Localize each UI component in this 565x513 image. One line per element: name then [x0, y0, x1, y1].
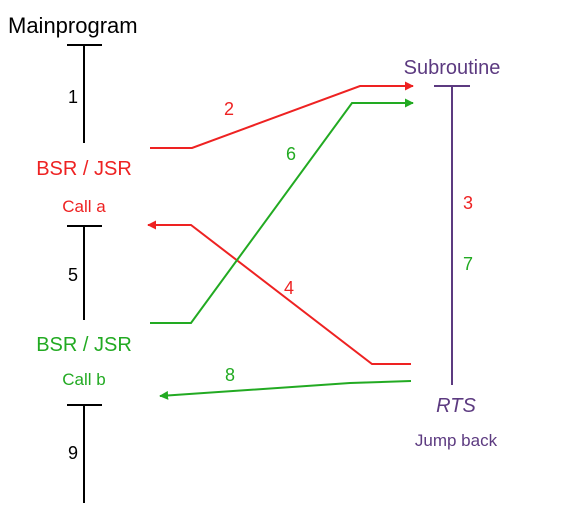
subroutine-step-3: 3: [463, 193, 473, 213]
call-a-arrow: [150, 81, 414, 149]
call-a-label: Call a: [62, 197, 106, 216]
main-program-segment-9: [67, 404, 102, 503]
subroutine-title: Subroutine: [404, 57, 501, 79]
rts-instruction: RTS: [436, 395, 476, 417]
call-b-arrow: [150, 98, 414, 324]
jump-back-label: Jump back: [415, 431, 498, 450]
call-a-instruction: BSR / JSR: [36, 158, 132, 180]
subroutine-step-7: 7: [463, 254, 473, 274]
arrow-step-2: 2: [224, 99, 234, 119]
subroutine-line: [434, 85, 470, 385]
arrow-step-8: 8: [225, 365, 235, 385]
segment-9-label: 9: [68, 443, 78, 463]
arrow-step-4: 4: [284, 278, 294, 298]
arrow-step-6: 6: [286, 144, 296, 164]
return-b-arrow: [159, 380, 412, 400]
segment-5-label: 5: [68, 265, 78, 285]
call-b-label: Call b: [62, 370, 105, 389]
segment-1-label: 1: [68, 87, 78, 107]
call-b-instruction: BSR / JSR: [36, 334, 132, 356]
main-program-title: Mainprogram: [8, 13, 138, 38]
main-program-segment-1: [67, 44, 102, 143]
return-a-arrow: [147, 220, 411, 365]
main-program-segment-5: [67, 225, 102, 320]
